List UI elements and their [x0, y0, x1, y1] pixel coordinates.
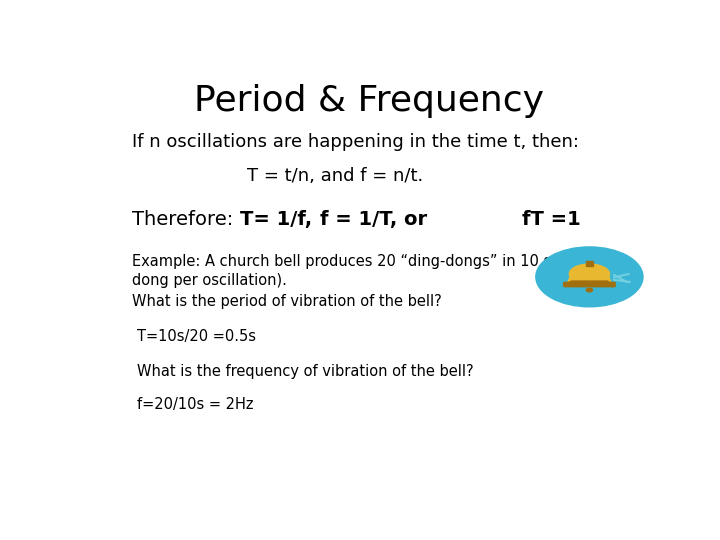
- Text: Period & Frequency: Period & Frequency: [194, 84, 544, 118]
- Text: Example: A church bell produces 20 “ding-dongs” in 10 s (1 ding-
dong per oscill: Example: A church bell produces 20 “ding…: [132, 254, 613, 288]
- Text: T=10s/20 =0.5s: T=10s/20 =0.5s: [138, 329, 256, 344]
- Ellipse shape: [586, 288, 593, 292]
- Text: T = t/n, and f = n/t.: T = t/n, and f = n/t.: [248, 167, 423, 185]
- Text: f=20/10s = 2Hz: f=20/10s = 2Hz: [138, 397, 254, 413]
- FancyBboxPatch shape: [564, 282, 615, 287]
- Ellipse shape: [570, 264, 610, 284]
- Text: Therefore:: Therefore:: [132, 210, 239, 230]
- Text: If n oscillations are happening in the time t, then:: If n oscillations are happening in the t…: [132, 133, 579, 151]
- Text: T= 1/f,: T= 1/f,: [240, 210, 312, 230]
- Text: What is the frequency of vibration of the bell?: What is the frequency of vibration of th…: [138, 364, 474, 379]
- Bar: [585, 261, 593, 266]
- Text: f = 1/T, or: f = 1/T, or: [320, 210, 427, 230]
- Polygon shape: [567, 281, 612, 285]
- Polygon shape: [567, 273, 612, 285]
- Text: fT =1: fT =1: [523, 210, 581, 230]
- Text: What is the period of vibration of the bell?: What is the period of vibration of the b…: [132, 294, 441, 309]
- Ellipse shape: [536, 247, 643, 307]
